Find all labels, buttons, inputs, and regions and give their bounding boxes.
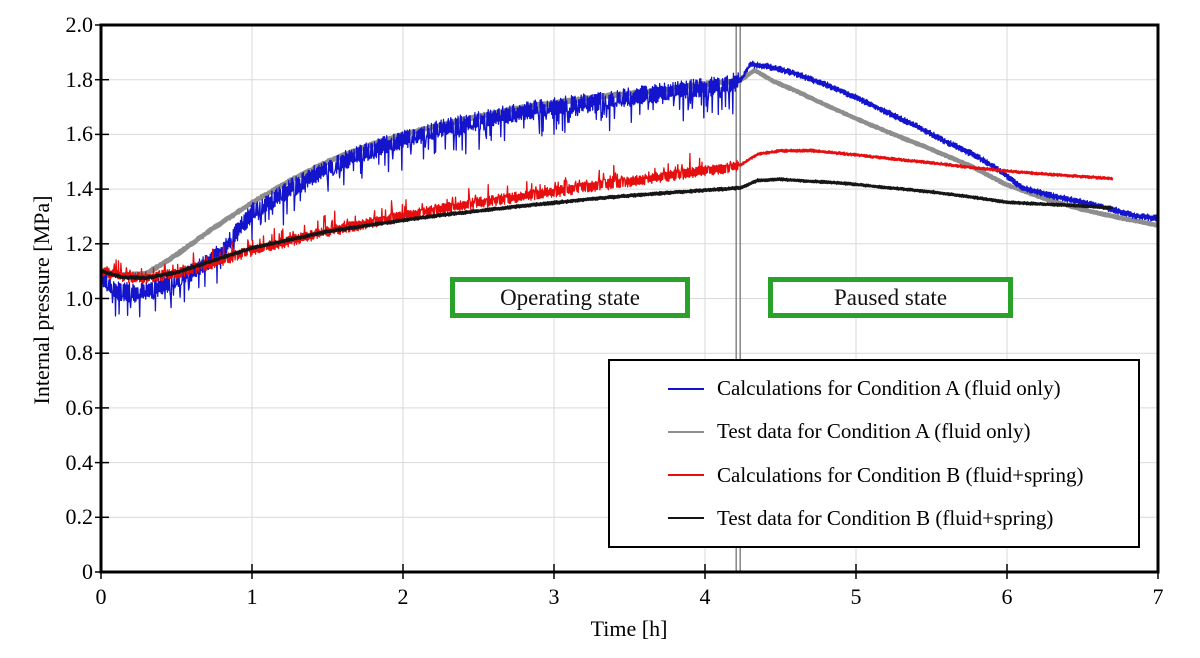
legend-label: Test data for Condition B (fluid+spring) <box>717 505 1054 530</box>
y-tick-label: 1.8 <box>65 66 94 92</box>
y-tick-label: 1.0 <box>65 285 94 311</box>
x-tick-label: 7 <box>1152 584 1164 609</box>
y-tick-label: 1.6 <box>65 121 94 147</box>
x-tick-label: 1 <box>246 584 258 609</box>
x-tick-label: 5 <box>850 584 862 609</box>
plot-frame <box>99 23 1160 574</box>
operating-state-annotation: Operating state <box>450 277 690 318</box>
series-line-0 <box>100 60 1159 318</box>
series-line-3 <box>99 177 1114 281</box>
x-tick-label: 0 <box>95 584 107 609</box>
x-tick-label: 6 <box>1001 584 1013 609</box>
y-tick-label: 0.8 <box>65 340 94 366</box>
x-tick-label: 2 <box>397 584 409 609</box>
y-axis-title: Internal pressure [MPa] <box>29 195 54 405</box>
paused-state-annotation: Paused state <box>768 277 1013 318</box>
y-tick-label: 0.2 <box>65 504 94 530</box>
legend-label: Calculations for Condition B (fluid+spri… <box>717 462 1084 487</box>
legend-row-calc-a: Calculations for Condition A (fluid only… <box>610 376 1138 401</box>
x-tick-label: 3 <box>548 584 560 609</box>
legend-label: Test data for Condition A (fluid only) <box>717 419 1031 444</box>
paused-state-label: Paused state <box>833 284 948 310</box>
x-axis-title: Time [h] <box>590 616 668 641</box>
x-tick-label: 4 <box>699 584 711 609</box>
legend-line-sample-blue <box>668 387 704 390</box>
legend-row-test-a: Test data for Condition A (fluid only) <box>610 419 1138 444</box>
y-tick-label: 0 <box>82 559 93 584</box>
y-tick-label: 0.6 <box>65 394 94 420</box>
y-tick-label: 0.4 <box>65 449 94 475</box>
y-tick-label: 1.2 <box>65 230 94 256</box>
legend-label: Calculations for Condition A (fluid only… <box>717 376 1061 401</box>
legend-line-sample-red <box>668 474 704 477</box>
y-tick-label: 2.0 <box>65 12 94 37</box>
legend-line-sample-black <box>668 517 704 520</box>
legend-line-sample-gray <box>668 430 704 433</box>
y-tick-label: 1.4 <box>65 176 94 202</box>
legend-row-test-b: Test data for Condition B (fluid+spring) <box>610 506 1138 531</box>
operating-state-label: Operating state <box>500 284 640 310</box>
legend-box: Calculations for Condition A (fluid only… <box>608 359 1140 548</box>
legend-row-calc-b: Calculations for Condition B (fluid+spri… <box>610 463 1138 488</box>
